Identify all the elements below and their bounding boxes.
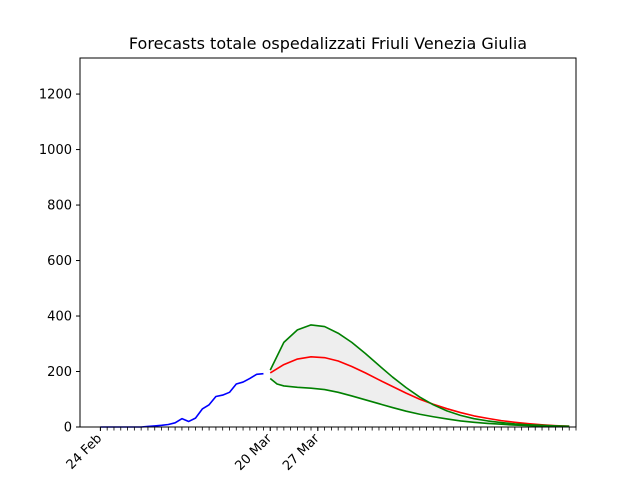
- chart-title: Forecasts totale ospedalizzati Friuli Ve…: [129, 34, 527, 53]
- x-tick-label: 27 Mar: [280, 431, 323, 474]
- y-tick-label: 1000: [39, 143, 72, 158]
- x-tick-label: 24 Feb: [64, 431, 106, 473]
- plot-frame: [79, 57, 577, 428]
- band-layer: [270, 324, 570, 427]
- axes-layer: 0 200 400 600 800 1000 1200 24 Feb 20 Mar 27 Mar: [39, 57, 577, 474]
- forecast-upper-line: [269, 324, 570, 427]
- y-tick-label: 600: [47, 254, 72, 269]
- y-tick-label: 1200: [39, 88, 72, 103]
- y-tick-label: 200: [47, 365, 72, 380]
- y-tick-label: 400: [47, 310, 72, 325]
- x-tick-label: 20 Mar: [233, 431, 276, 474]
- forecast-band: [270, 324, 570, 427]
- y-tick-label: 800: [47, 199, 72, 214]
- y-tick-label: 0: [64, 421, 72, 436]
- forecast-lower-line: [269, 377, 570, 428]
- observed-line: [100, 372, 264, 428]
- forecast-central-line: [269, 356, 570, 427]
- series-layer: [100, 324, 570, 428]
